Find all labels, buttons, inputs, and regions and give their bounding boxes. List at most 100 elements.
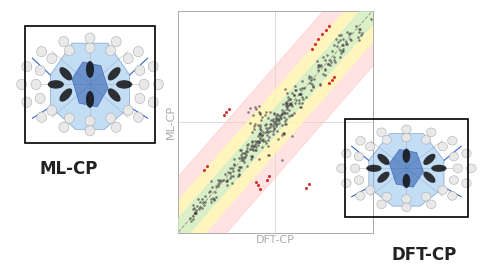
Point (255, 132, 263, 136)
Point (230, 162, 238, 167)
Point (343, 148, 351, 152)
Point (198, 196, 206, 201)
Point (270, 111, 278, 115)
Ellipse shape (448, 192, 457, 200)
Polygon shape (72, 62, 108, 107)
Point (285, 114, 293, 118)
Ellipse shape (378, 154, 390, 165)
Ellipse shape (22, 62, 32, 72)
Point (307, 88, 315, 93)
Point (266, 122, 274, 126)
Point (338, 32, 345, 37)
Point (226, 171, 234, 176)
Polygon shape (369, 133, 444, 206)
Point (222, 110, 230, 114)
Ellipse shape (64, 113, 74, 123)
Point (242, 143, 250, 147)
Point (234, 172, 242, 176)
Ellipse shape (356, 136, 365, 145)
Ellipse shape (382, 192, 392, 201)
Text: ML-CP: ML-CP (39, 160, 98, 178)
Point (189, 214, 197, 218)
Point (256, 123, 264, 128)
Point (242, 152, 250, 157)
Ellipse shape (60, 67, 72, 80)
Point (267, 122, 275, 126)
Point (280, 115, 287, 119)
Point (210, 190, 218, 194)
Point (279, 102, 287, 106)
Point (254, 143, 262, 147)
Ellipse shape (111, 122, 121, 132)
Point (255, 104, 263, 109)
Point (282, 103, 290, 107)
Point (282, 117, 290, 121)
Point (250, 148, 258, 152)
Point (209, 196, 217, 200)
Point (339, 43, 347, 47)
Point (348, 38, 356, 42)
Ellipse shape (402, 148, 410, 163)
Point (272, 124, 280, 128)
Point (282, 111, 290, 115)
Point (255, 110, 263, 114)
Ellipse shape (47, 105, 57, 116)
Ellipse shape (354, 152, 364, 161)
Point (248, 113, 256, 117)
Point (314, 65, 322, 69)
Point (230, 163, 237, 168)
Point (346, 36, 354, 41)
Point (212, 195, 220, 199)
Point (191, 210, 199, 214)
Ellipse shape (402, 195, 411, 203)
Ellipse shape (424, 172, 436, 183)
Point (310, 85, 318, 89)
Ellipse shape (466, 164, 476, 173)
Point (280, 119, 288, 123)
X-axis label: DFT-CP: DFT-CP (256, 234, 294, 244)
Point (258, 138, 266, 142)
Ellipse shape (366, 142, 375, 151)
Point (330, 43, 338, 47)
Ellipse shape (402, 125, 411, 134)
Point (299, 97, 307, 101)
Point (274, 129, 281, 133)
Ellipse shape (116, 80, 132, 89)
Point (290, 93, 298, 97)
Ellipse shape (31, 79, 41, 90)
Point (242, 151, 250, 155)
Ellipse shape (462, 149, 471, 158)
Point (280, 130, 288, 135)
Point (282, 102, 290, 106)
Point (292, 88, 300, 93)
Point (287, 102, 295, 106)
Point (262, 141, 270, 145)
Ellipse shape (123, 53, 133, 64)
Point (255, 140, 263, 144)
Point (263, 129, 271, 133)
Point (298, 95, 306, 99)
Point (192, 211, 200, 215)
Point (240, 155, 248, 159)
Point (222, 178, 230, 182)
Point (276, 116, 284, 120)
Point (307, 75, 315, 79)
Point (257, 128, 265, 132)
Point (222, 179, 230, 183)
Point (338, 47, 346, 51)
Point (252, 107, 260, 111)
Point (186, 216, 194, 220)
Point (308, 46, 316, 51)
Point (256, 187, 264, 191)
Point (274, 118, 282, 122)
Point (215, 180, 223, 184)
Ellipse shape (462, 179, 471, 188)
Point (324, 24, 332, 28)
Point (286, 97, 294, 101)
Point (212, 184, 220, 188)
Point (306, 74, 314, 78)
Ellipse shape (134, 112, 143, 122)
Point (191, 211, 199, 215)
Point (356, 27, 364, 31)
Point (276, 113, 284, 117)
